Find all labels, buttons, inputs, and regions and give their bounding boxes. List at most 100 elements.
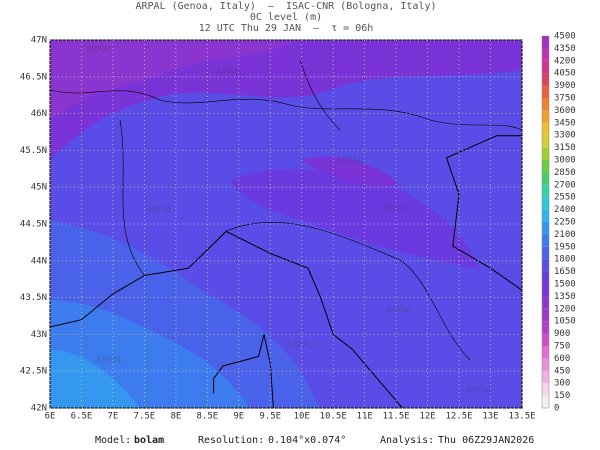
lat-tick-label: 42N bbox=[31, 404, 47, 414]
lon-tick-label: 7E bbox=[108, 412, 119, 422]
colorbar-label: 2400 bbox=[554, 205, 576, 215]
colorbar-swatch bbox=[542, 383, 549, 396]
header-time: 12 UTC Thu 29 JAN – τ = 06h bbox=[199, 23, 374, 34]
watermark: ARPAL bbox=[96, 356, 123, 366]
model: bolam bbox=[134, 435, 164, 446]
lon-tick-label: 9.5E bbox=[259, 412, 281, 422]
colorbar-swatch bbox=[542, 184, 549, 198]
watermark: ARPAL bbox=[386, 306, 413, 316]
colorbar-label: 300 bbox=[554, 379, 570, 389]
lon-tick-label: 8.5E bbox=[196, 412, 218, 422]
lon-tick-label: 10.5E bbox=[320, 412, 347, 422]
lat-tick-label: 44.5N bbox=[20, 220, 47, 230]
watermark: ARPAL bbox=[286, 341, 313, 351]
lat-tick-label: 45.5N bbox=[20, 146, 47, 156]
watermark: ARPAL bbox=[381, 204, 408, 214]
colorbar-swatch bbox=[542, 85, 549, 98]
colorbar-label: 2850 bbox=[554, 168, 576, 178]
colorbar-label: 1050 bbox=[554, 317, 576, 327]
colorbar-swatch bbox=[542, 172, 549, 185]
colorbar-label: 600 bbox=[554, 354, 570, 364]
colorbar-label: 0 bbox=[554, 404, 559, 414]
lat-tick-label: 46N bbox=[31, 109, 47, 119]
colorbar-label: 1950 bbox=[554, 242, 576, 252]
watermark: ARPAL bbox=[216, 68, 243, 78]
lon-tick-label: 12.5E bbox=[446, 412, 473, 422]
lon-tick-label: 9E bbox=[233, 412, 244, 422]
colorbar-label: 2700 bbox=[554, 180, 576, 190]
colorbar-label: 2100 bbox=[554, 230, 576, 240]
lat-tick-label: 44N bbox=[31, 256, 47, 266]
lon-tick-label: 12E bbox=[419, 412, 435, 422]
colorbar-frame bbox=[541, 35, 550, 409]
colorbar-label: 150 bbox=[554, 391, 570, 401]
model-label: Model: bbox=[95, 435, 131, 446]
lon-tick-label: 13E bbox=[482, 412, 498, 422]
watermark: ARPAL bbox=[86, 46, 113, 56]
colorbar-swatch bbox=[542, 321, 549, 334]
lon-tick-label: 7.5E bbox=[134, 412, 156, 422]
watermark: ARPAL bbox=[146, 206, 173, 216]
colorbar-swatch bbox=[542, 135, 549, 148]
lat-tick-label: 43N bbox=[31, 330, 47, 340]
colorbar-label: 3750 bbox=[554, 94, 576, 104]
colorbar-swatch bbox=[542, 209, 549, 222]
colorbar-swatch bbox=[542, 284, 549, 297]
colorbar-label: 2550 bbox=[554, 193, 576, 203]
colorbar: 0 150 300 450 600 750 900 1050 1200 1350 1500 1650 1… bbox=[541, 32, 576, 414]
colorbar-swatch bbox=[542, 346, 549, 359]
lon-tick-label: 8E bbox=[170, 412, 181, 422]
colorbar-label: 1800 bbox=[554, 255, 576, 265]
colorbar-label: 3300 bbox=[554, 131, 576, 141]
colorbar-label: 750 bbox=[554, 342, 570, 352]
lon-tick-label: 6.5E bbox=[71, 412, 93, 422]
lat-tick-label: 45N bbox=[31, 183, 47, 193]
colorbar-label: 2250 bbox=[554, 218, 576, 228]
colorbar-swatch bbox=[542, 98, 549, 111]
lon-tick-label: 11.5E bbox=[383, 412, 410, 422]
colorbar-label: 3150 bbox=[554, 143, 576, 153]
colorbar-swatch bbox=[542, 358, 549, 371]
colorbar-swatch bbox=[542, 122, 549, 136]
colorbar-label: 1200 bbox=[554, 304, 576, 314]
watermark: ARPAL bbox=[466, 386, 493, 396]
colorbar-label: 1350 bbox=[554, 292, 576, 302]
colorbar-swatch bbox=[542, 48, 549, 61]
colorbar-swatch bbox=[542, 271, 549, 284]
colorbar-swatch bbox=[542, 110, 549, 123]
colorbar-label: 900 bbox=[554, 329, 570, 339]
colorbar-swatch bbox=[542, 60, 549, 74]
colorbar-swatch bbox=[542, 395, 549, 408]
colorbar-label: 450 bbox=[554, 366, 570, 376]
map-field bbox=[50, 40, 522, 408]
resolution-label: Resolution: bbox=[198, 435, 264, 446]
colorbar-label: 3600 bbox=[554, 106, 576, 116]
lat-tick-label: 43.5N bbox=[20, 293, 47, 303]
colorbar-label: 4200 bbox=[554, 56, 576, 66]
colorbar-label: 4500 bbox=[554, 32, 576, 42]
colorbar-swatch bbox=[542, 308, 549, 322]
colorbar-swatch bbox=[542, 197, 549, 210]
analysis-label: Analysis: bbox=[380, 435, 434, 446]
lon-tick-label: 13.5E bbox=[508, 412, 535, 422]
lat-tick-label: 46.5N bbox=[20, 72, 47, 82]
colorbar-swatch bbox=[542, 147, 549, 160]
colorbar-label: 1500 bbox=[554, 280, 576, 290]
colorbar-swatch bbox=[542, 246, 549, 260]
colorbar-label: 3450 bbox=[554, 118, 576, 128]
colorbar-label: 3900 bbox=[554, 81, 576, 91]
analysis: Thu 06Z29JAN2026 bbox=[438, 435, 534, 446]
colorbar-swatch bbox=[542, 259, 549, 272]
colorbar-swatch bbox=[542, 234, 549, 247]
colorbar-label: 3000 bbox=[554, 156, 576, 166]
colorbar-swatch bbox=[542, 370, 549, 384]
colorbar-swatch bbox=[542, 222, 549, 235]
colorbar-swatch bbox=[542, 296, 549, 309]
lat-tick-label: 42.5N bbox=[20, 367, 47, 377]
colorbar-swatch bbox=[542, 36, 549, 49]
colorbar-swatch bbox=[542, 333, 549, 346]
colorbar-swatch bbox=[542, 160, 549, 173]
resolution: 0.104°x0.074° bbox=[268, 435, 346, 446]
lat-tick-label: 47N bbox=[31, 36, 47, 46]
